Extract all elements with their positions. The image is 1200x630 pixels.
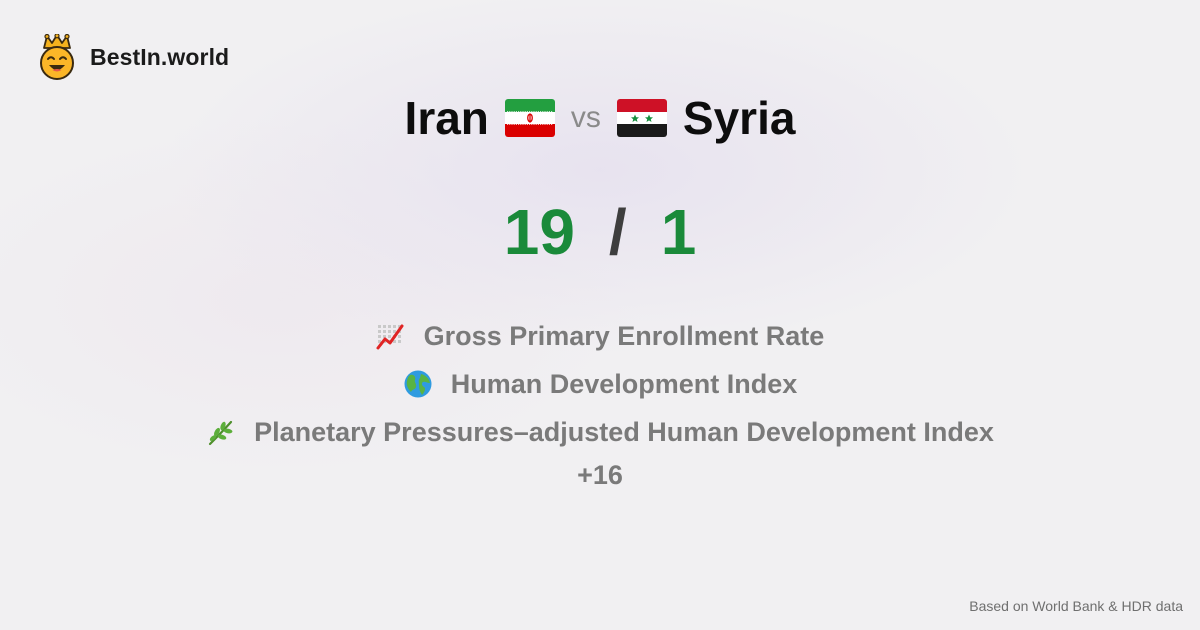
data-source-note: Based on World Bank & HDR data bbox=[969, 598, 1183, 614]
more-metrics-count: +16 bbox=[577, 460, 623, 490]
crowned-smiley-icon bbox=[40, 34, 74, 80]
syria-flag-icon bbox=[616, 99, 667, 137]
chart-increasing-icon bbox=[376, 324, 404, 350]
metric-item: Planetary Pressures–adjusted Human Devel… bbox=[0, 408, 1200, 456]
iran-flag-icon bbox=[504, 99, 555, 137]
metric-label: Gross Primary Enrollment Rate bbox=[423, 320, 825, 351]
score-separator: / bbox=[608, 196, 627, 268]
herb-icon bbox=[209, 420, 233, 446]
score-a: 19 bbox=[503, 196, 575, 268]
metric-item: Human Development Index bbox=[0, 360, 1200, 408]
metric-item: Gross Primary Enrollment Rate bbox=[0, 312, 1200, 360]
metric-label: Planetary Pressures–adjusted Human Devel… bbox=[254, 416, 994, 447]
score: 19 / 1 bbox=[0, 196, 1200, 268]
vs-label: vs bbox=[570, 101, 601, 134]
metric-label: Human Development Index bbox=[450, 368, 798, 399]
country-b-name: Syria bbox=[682, 92, 796, 144]
globe-icon bbox=[404, 370, 432, 398]
brand-name: BestIn.world bbox=[90, 43, 230, 70]
score-b: 1 bbox=[660, 196, 697, 268]
comparison-title: Iran vs Syria bbox=[0, 88, 1200, 148]
country-a-name: Iran bbox=[404, 92, 489, 144]
metric-list: Gross Primary Enrollment Rate Human Deve… bbox=[0, 312, 1200, 456]
brand[interactable]: BestIn.world bbox=[38, 34, 229, 80]
